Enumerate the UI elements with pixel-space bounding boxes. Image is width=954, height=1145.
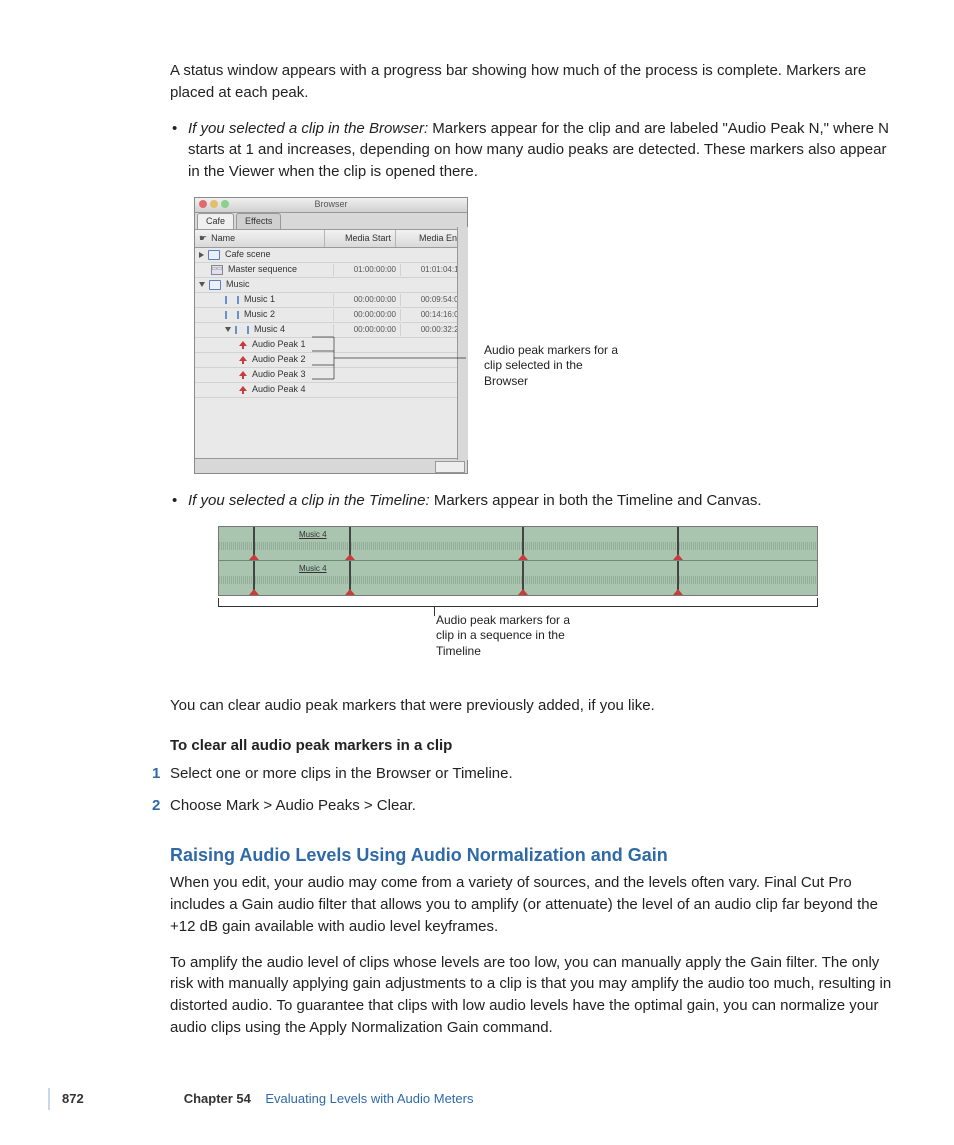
browser-title: Browser (314, 198, 347, 211)
page-footer: 872 Chapter 54 Evaluating Levels with Au… (60, 1088, 894, 1110)
audio-peak-marker[interactable] (345, 527, 355, 561)
row-audio-peak-1[interactable]: Audio Peak 1 (195, 338, 467, 353)
step-1: 1Select one or more clips in the Browser… (170, 763, 894, 785)
browser-titlebar: Browser (195, 198, 467, 213)
audio-peak-marker[interactable] (249, 527, 259, 561)
gain-paragraph-1: When you edit, your audio may come from … (170, 872, 894, 937)
browser-figure: Browser Cafe Effects ☛ Name Media Start M… (194, 197, 894, 474)
bin-icon (209, 280, 221, 290)
tab-cafe[interactable]: Cafe (197, 213, 234, 229)
row-audio-peak-4[interactable]: Audio Peak 4 (195, 383, 467, 398)
label: Music 4 (254, 323, 285, 336)
bullet-browser: If you selected a clip in the Browser: M… (184, 118, 894, 183)
audio-peak-marker[interactable] (345, 561, 355, 595)
col-name[interactable]: Name (211, 232, 235, 245)
callout-timeline-text: Audio peak markers for a clip in a seque… (436, 613, 586, 660)
disclosure-down-icon[interactable] (199, 282, 205, 287)
step-number: 1 (152, 763, 160, 785)
intro-paragraph: A status window appears with a progress … (170, 60, 894, 104)
bullet-timeline-rest: Markers appear in both the Timeline and … (430, 492, 762, 509)
marker-icon (239, 386, 247, 394)
bullet-timeline-lead: If you selected a clip in the Timeline: (188, 492, 430, 509)
clip-icon (235, 326, 249, 334)
clear-intro-paragraph: You can clear audio peak markers that we… (170, 695, 894, 717)
callout-bracket (218, 598, 818, 607)
timeline-track-2[interactable]: Music 4 (219, 561, 817, 595)
ms: 00:00:00:00 (333, 324, 400, 336)
page-number: 872 (62, 1090, 84, 1109)
column-headers: ☛Name Media Start Media End (195, 230, 467, 248)
row-cafe-scene[interactable]: Cafe scene (195, 248, 467, 263)
zoom-icon[interactable] (221, 200, 229, 208)
ms: 00:00:00:00 (333, 294, 400, 306)
browser-window: Browser Cafe Effects ☛ Name Media Start M… (194, 197, 468, 474)
minimize-icon[interactable] (210, 200, 218, 208)
row-music-4[interactable]: Music 4 00:00:00:00 00:00:32:28 (195, 323, 467, 338)
audio-peak-marker[interactable] (673, 527, 683, 561)
clear-heading: To clear all audio peak markers in a cli… (170, 735, 894, 757)
vertical-scrollbar[interactable] (457, 227, 468, 460)
row-music-2[interactable]: Music 2 00:00:00:00 00:14:16:02 (195, 308, 467, 323)
row-music-1[interactable]: Music 1 00:00:00:00 00:09:54:09 (195, 293, 467, 308)
chapter-title: Evaluating Levels with Audio Meters (265, 1091, 473, 1106)
audio-peak-marker[interactable] (518, 561, 528, 595)
timeline-track-1[interactable]: Music 4 (219, 527, 817, 562)
ms: 00:00:00:00 (333, 309, 400, 321)
row-audio-peak-2[interactable]: Audio Peak 2 (195, 353, 467, 368)
step-text: Select one or more clips in the Browser … (170, 765, 513, 782)
label: Audio Peak 4 (252, 383, 306, 396)
row-music-bin[interactable]: Music (195, 278, 467, 293)
marker-icon (239, 341, 247, 349)
gain-paragraph-2: To amplify the audio level of clips whos… (170, 952, 894, 1039)
disclosure-down-icon[interactable] (225, 327, 231, 332)
row-audio-peak-3[interactable]: Audio Peak 3 (195, 368, 467, 383)
marker-icon (239, 356, 247, 364)
horizontal-scrollbar[interactable] (195, 458, 467, 473)
disclosure-right-icon[interactable] (199, 252, 204, 258)
step-number: 2 (152, 795, 160, 817)
marker-icon (239, 371, 247, 379)
tab-effects[interactable]: Effects (236, 213, 281, 229)
label: Audio Peak 3 (252, 368, 306, 381)
timeline-tracks: Music 4 Music 4 (218, 526, 818, 596)
col-media-start[interactable]: Media Start (325, 230, 396, 247)
timeline-figure: Music 4 Music 4 Audio peak markers for a… (218, 526, 818, 660)
browser-rows: Cafe scene ▭▭ Master sequence 01:00:00:00… (195, 248, 467, 458)
step-2: 2Choose Mark > Audio Peaks > Clear. (170, 795, 894, 817)
label: Music 2 (244, 308, 275, 321)
window-controls (199, 200, 229, 208)
bin-icon (208, 250, 220, 260)
close-icon[interactable] (199, 200, 207, 208)
label: Audio Peak 1 (252, 338, 306, 351)
step-text: Choose Mark > Audio Peaks > Clear. (170, 797, 416, 814)
label: Master sequence (228, 263, 297, 276)
audio-peak-marker[interactable] (673, 561, 683, 595)
bullet-timeline: If you selected a clip in the Timeline: … (184, 490, 894, 512)
audio-peak-marker[interactable] (518, 527, 528, 561)
label: Audio Peak 2 (252, 353, 306, 366)
label: Cafe scene (225, 248, 271, 261)
bullet-browser-lead: If you selected a clip in the Browser: (188, 120, 428, 137)
sequence-icon: ▭▭ (211, 265, 223, 275)
hand-icon: ☛ (199, 232, 207, 245)
clip-icon (225, 311, 239, 319)
label: Music (226, 278, 250, 291)
section-heading: Raising Audio Levels Using Audio Normali… (170, 842, 894, 868)
audio-peak-marker[interactable] (249, 561, 259, 595)
callout-browser-text: Audio peak markers for a clip selected i… (484, 197, 624, 390)
ms: 01:00:00:00 (333, 264, 400, 276)
row-master-sequence[interactable]: ▭▭Master sequence 01:00:00:00 01:01:04:1… (195, 263, 467, 278)
chapter-label: Chapter 54 (184, 1091, 251, 1106)
label: Music 1 (244, 293, 275, 306)
clip-icon (225, 296, 239, 304)
